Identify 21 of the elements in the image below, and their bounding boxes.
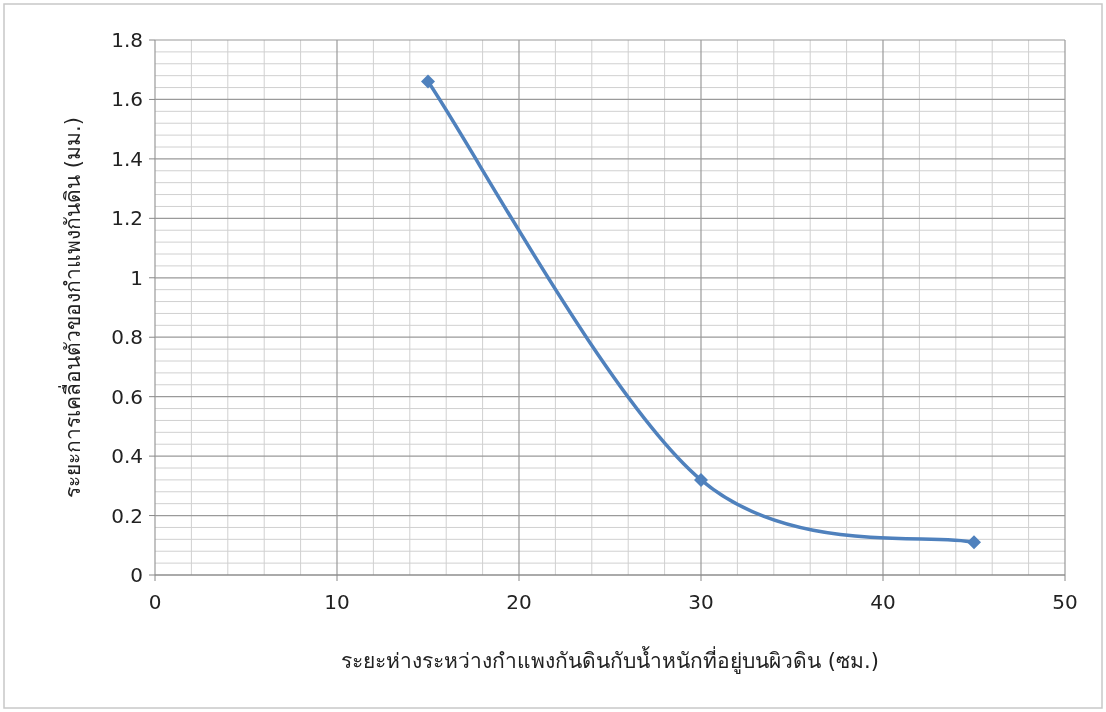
y-tick-label: 0.8 [111,325,143,350]
y-tick-label: 1.6 [111,87,143,112]
x-tick-label: 40 [870,590,896,614]
point [967,535,981,550]
point [421,74,435,89]
y-tick-label: 0.6 [111,384,143,409]
y-tick-label: 0 [130,563,143,587]
y-tick-label: 1.8 [111,28,143,52]
y-tick-label: 0.4 [111,444,143,469]
y-tick-label: 1 [130,265,143,290]
x-tick-label: 20 [506,590,532,614]
x-tick-label: 50 [1052,590,1078,614]
y-tick-label: 1.4 [111,146,143,171]
y-tick-label: 0.2 [111,503,143,528]
y-tick-label: 1.2 [111,206,143,231]
x-tick-label: 10 [324,590,350,614]
point [694,472,708,487]
x-tick-label: 30 [688,590,714,614]
y-axis-title: ระยะการเคลื่อนตัวของกำแพงกันดิน (มม.) [58,117,85,498]
x-axis-title: ระยะห่างระหว่างกำแพงกันดินกับน้ำหนักที่อยู่บนผิวดิน (ซม.) [341,646,879,674]
x-tick-label: 0 [148,590,162,614]
